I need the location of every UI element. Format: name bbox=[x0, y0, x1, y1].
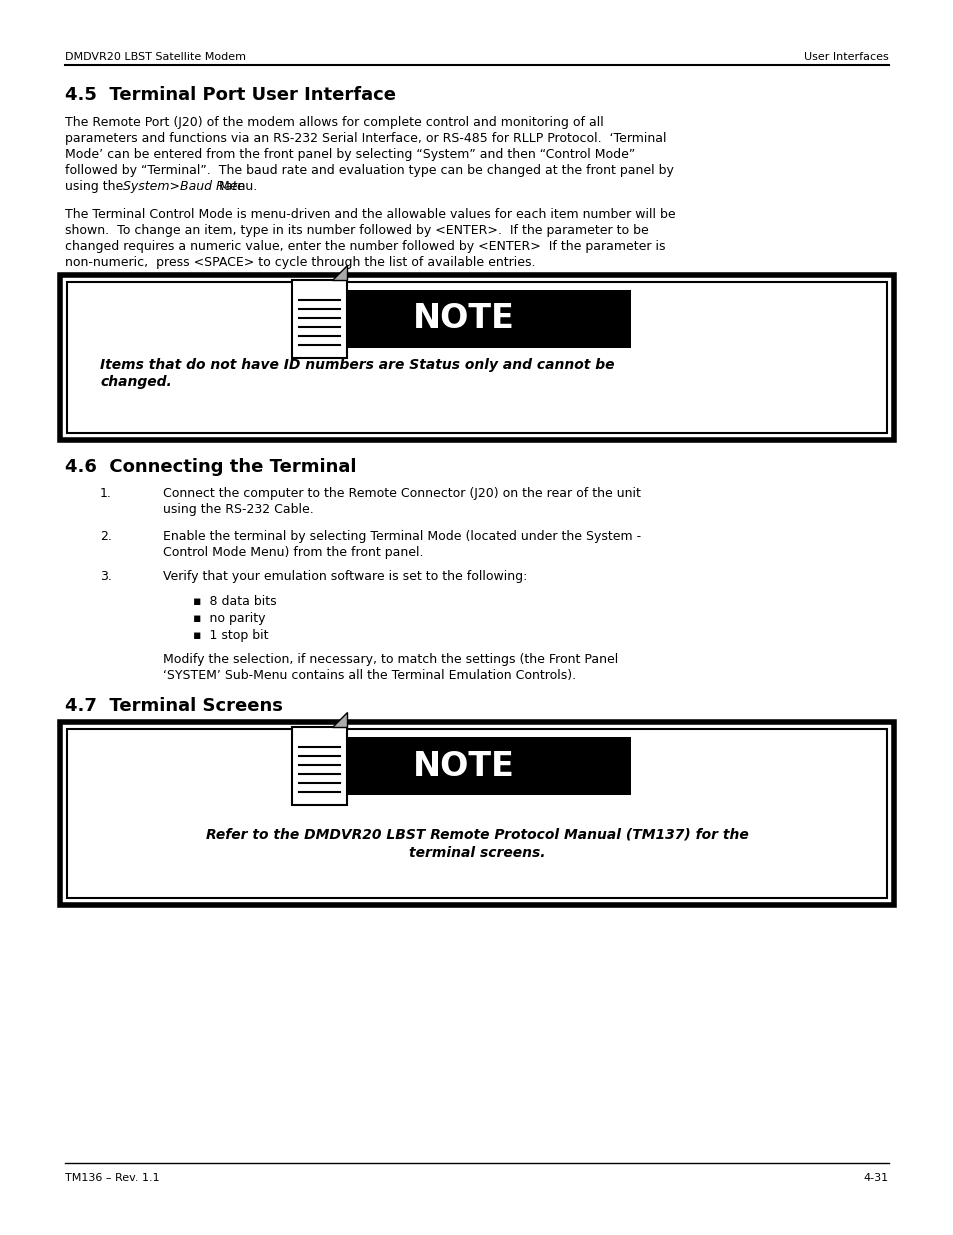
Bar bbox=[295, 290, 630, 348]
Text: Items that do not have ID numbers are Status only and cannot be: Items that do not have ID numbers are St… bbox=[100, 358, 614, 372]
Text: Mode’ can be entered from the front panel by selecting “System” and then “Contro: Mode’ can be entered from the front pane… bbox=[65, 148, 635, 161]
Text: changed requires a numeric value, enter the number followed by <ENTER>  If the p: changed requires a numeric value, enter … bbox=[65, 240, 665, 253]
Text: using the RS-232 Cable.: using the RS-232 Cable. bbox=[163, 503, 314, 516]
Bar bbox=[292, 280, 347, 358]
Text: ▪  8 data bits: ▪ 8 data bits bbox=[193, 595, 276, 608]
Polygon shape bbox=[332, 266, 347, 280]
Text: Refer to the DMDVR20 LBST Remote Protocol Manual (TM137) for the: Refer to the DMDVR20 LBST Remote Protoco… bbox=[206, 827, 747, 842]
Text: 1.: 1. bbox=[100, 487, 112, 500]
Text: NOTE: NOTE bbox=[412, 750, 514, 783]
Text: followed by “Terminal”.  The baud rate and evaluation type can be changed at the: followed by “Terminal”. The baud rate an… bbox=[65, 164, 673, 177]
Text: terminal screens.: terminal screens. bbox=[408, 846, 545, 860]
Text: using the: using the bbox=[65, 180, 127, 193]
Text: non-numeric,  press <SPACE> to cycle through the list of available entries.: non-numeric, press <SPACE> to cycle thro… bbox=[65, 256, 535, 269]
Text: 2.: 2. bbox=[100, 530, 112, 543]
Bar bbox=[67, 729, 886, 898]
Text: Modify the selection, if necessary, to match the settings (the Front Panel: Modify the selection, if necessary, to m… bbox=[163, 653, 618, 666]
Text: 4.5  Terminal Port User Interface: 4.5 Terminal Port User Interface bbox=[65, 86, 395, 104]
Text: Control Mode Menu) from the front panel.: Control Mode Menu) from the front panel. bbox=[163, 546, 423, 559]
Text: 4.7  Terminal Screens: 4.7 Terminal Screens bbox=[65, 697, 283, 715]
Text: 4-31: 4-31 bbox=[863, 1173, 888, 1183]
Text: parameters and functions via an RS-232 Serial Interface, or RS-485 for RLLP Prot: parameters and functions via an RS-232 S… bbox=[65, 132, 666, 144]
Text: System>Baud Rate: System>Baud Rate bbox=[123, 180, 245, 193]
Text: ‘SYSTEM’ Sub-Menu contains all the Terminal Emulation Controls).: ‘SYSTEM’ Sub-Menu contains all the Termi… bbox=[163, 669, 576, 682]
Bar bbox=[292, 727, 347, 805]
Bar bbox=[67, 282, 886, 433]
Text: shown.  To change an item, type in its number followed by <ENTER>.  If the param: shown. To change an item, type in its nu… bbox=[65, 224, 648, 237]
Bar bbox=[60, 722, 893, 905]
Text: 3.: 3. bbox=[100, 571, 112, 583]
Text: The Remote Port (J20) of the modem allows for complete control and monitoring of: The Remote Port (J20) of the modem allow… bbox=[65, 116, 603, 128]
Text: ▪  1 stop bit: ▪ 1 stop bit bbox=[193, 629, 268, 642]
Polygon shape bbox=[332, 713, 347, 727]
Text: NOTE: NOTE bbox=[412, 303, 514, 336]
Text: User Interfaces: User Interfaces bbox=[803, 52, 888, 62]
Text: DMDVR20 LBST Satellite Modem: DMDVR20 LBST Satellite Modem bbox=[65, 52, 246, 62]
Text: Menu.: Menu. bbox=[214, 180, 257, 193]
Text: Enable the terminal by selecting Terminal Mode (located under the System -: Enable the terminal by selecting Termina… bbox=[163, 530, 640, 543]
Text: Connect the computer to the Remote Connector (J20) on the rear of the unit: Connect the computer to the Remote Conne… bbox=[163, 487, 640, 500]
Text: changed.: changed. bbox=[100, 375, 172, 389]
Text: 4.6  Connecting the Terminal: 4.6 Connecting the Terminal bbox=[65, 458, 356, 475]
Text: ▪  no parity: ▪ no parity bbox=[193, 613, 265, 625]
Bar bbox=[60, 275, 893, 440]
Text: Verify that your emulation software is set to the following:: Verify that your emulation software is s… bbox=[163, 571, 527, 583]
Text: The Terminal Control Mode is menu-driven and the allowable values for each item : The Terminal Control Mode is menu-driven… bbox=[65, 207, 675, 221]
Text: TM136 – Rev. 1.1: TM136 – Rev. 1.1 bbox=[65, 1173, 159, 1183]
Bar bbox=[295, 737, 630, 795]
